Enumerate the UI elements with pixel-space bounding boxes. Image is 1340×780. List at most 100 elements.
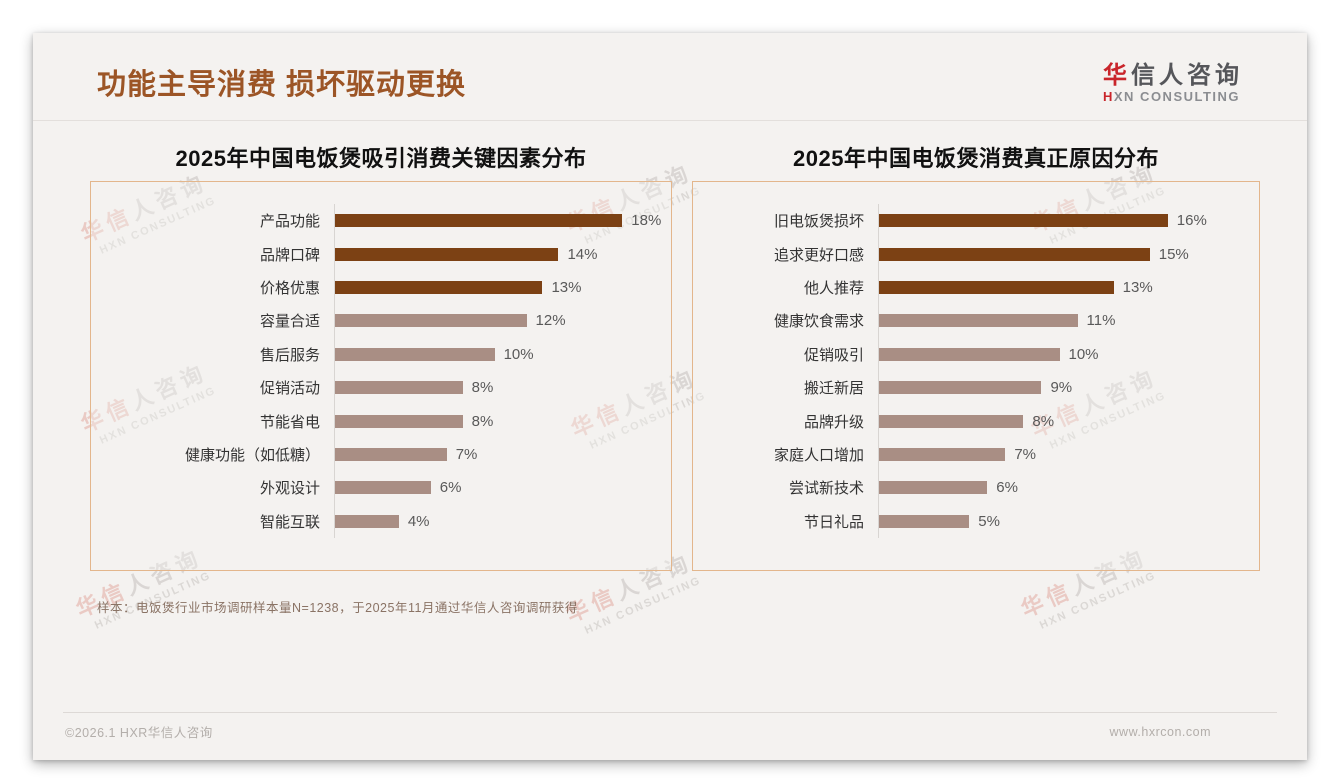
bar-row: 他人推荐 13% xyxy=(693,270,1259,305)
chart-right: 2025年中国电饭煲消费真正原因分布 旧电饭煲损坏 16% 追求更好口感 15% 他人推… xyxy=(692,143,1260,571)
bar-track: 13% xyxy=(878,270,1259,305)
brand-logo-english: HXN CONSULTING xyxy=(1103,89,1243,104)
brand-logo-chinese: 华信人咨询 xyxy=(1103,63,1243,88)
bar-row: 搬迁新居 9% xyxy=(693,370,1259,405)
bar-track: 12% xyxy=(334,304,671,338)
bar-label: 价格优惠 xyxy=(259,279,320,297)
logo-accent-char: 华 xyxy=(1103,62,1131,89)
bar-chart-right: 旧电饭煲损坏 16% 追求更好口感 15% 他人推荐 13% 健康饮食需求 11% 促销吸引 10… xyxy=(692,181,1260,571)
bar-label: 智能互联 xyxy=(259,513,320,531)
bar-row: 促销活动 8% xyxy=(91,370,671,405)
bar-label: 节能省电 xyxy=(259,413,320,431)
chart-title-left: 2025年中国电饭煲吸引消费关键因素分布 xyxy=(175,146,587,171)
bar xyxy=(879,381,1042,395)
bar-row: 旧电饭煲损坏 16% xyxy=(693,204,1259,238)
logo-accent-letter: H xyxy=(1103,89,1114,105)
bar-row: 品牌升级 8% xyxy=(693,404,1259,438)
bar-value: 18% xyxy=(631,212,662,230)
bar-track: 8% xyxy=(878,404,1259,438)
bar-row: 节能省电 8% xyxy=(91,404,671,438)
bar xyxy=(335,347,495,361)
page-title: 功能主导消费 损坏驱动更换 xyxy=(97,69,467,101)
chart-left: 2025年中国电饭煲吸引消费关键因素分布 产品功能 18% 品牌口碑 14% 价格优惠 1… xyxy=(90,143,672,571)
logo-rest-letters: XN CONSULTING xyxy=(1113,89,1241,105)
bar-row: 外观设计 6% xyxy=(91,471,671,505)
bar-label: 品牌升级 xyxy=(803,413,864,431)
bar-label: 追求更好口感 xyxy=(773,246,864,264)
bar-value: 4% xyxy=(407,512,430,530)
bar-track: 11% xyxy=(878,304,1259,338)
bar-value: 8% xyxy=(471,379,494,397)
website-url: www.hxrcon.com xyxy=(1109,724,1211,739)
bar-value: 7% xyxy=(1014,445,1037,463)
bar xyxy=(879,414,1024,428)
bar-label: 家庭人口增加 xyxy=(773,446,864,464)
bar-value: 5% xyxy=(978,512,1000,530)
chart-title-right: 2025年中国电饭煲消费真正原因分布 xyxy=(793,146,1159,171)
bar-track: 5% xyxy=(878,504,1259,538)
bar-track: 16% xyxy=(878,204,1259,238)
bar-value: 8% xyxy=(471,412,494,430)
bar-label: 容量合适 xyxy=(259,313,320,331)
bar-value: 14% xyxy=(567,245,598,263)
bar-label: 促销吸引 xyxy=(803,346,864,364)
bar-value: 11% xyxy=(1086,312,1116,330)
bar-row: 促销吸引 10% xyxy=(693,337,1259,371)
bar xyxy=(335,381,463,395)
footer: ©2026.1 HXR华信人咨询 www.hxrcon.com xyxy=(63,712,1277,760)
charts-row: 2025年中国电饭煲吸引消费关键因素分布 产品功能 18% 品牌口碑 14% 价格优惠 1… xyxy=(33,143,1307,571)
bar-track: 7% xyxy=(334,437,671,472)
bar-label: 健康功能（如低糖） xyxy=(184,446,320,464)
copyright-text: ©2026.1 HXR华信人咨询 xyxy=(65,726,213,740)
bar-value: 10% xyxy=(1068,345,1099,363)
bar-track: 4% xyxy=(334,504,671,538)
bar-label: 产品功能 xyxy=(259,213,320,231)
bar-value: 10% xyxy=(503,345,534,363)
bar-row: 节日礼品 5% xyxy=(693,504,1259,538)
bar xyxy=(879,347,1060,361)
bar-row: 智能互联 4% xyxy=(91,504,671,538)
bar-label: 尝试新技术 xyxy=(788,480,864,498)
bar-label: 促销活动 xyxy=(259,380,320,398)
bar-track: 13% xyxy=(334,270,671,305)
bar xyxy=(335,481,431,495)
bar-chart-left: 产品功能 18% 品牌口碑 14% 价格优惠 13% 容量合适 12% 售后服务 10% 促销活动 8… xyxy=(90,181,672,571)
bar-row: 价格优惠 13% xyxy=(91,270,671,305)
bar-label: 旧电饭煲损坏 xyxy=(773,213,864,231)
bar-row: 健康饮食需求 11% xyxy=(693,304,1259,338)
sample-note: 样本：电饭煲行业市场调研样本量N=1238，于2025年11月通过华信人咨询调研… xyxy=(97,601,578,615)
bar-row: 容量合适 12% xyxy=(91,304,671,338)
bar-label: 健康饮食需求 xyxy=(773,313,864,331)
bar xyxy=(335,514,399,528)
bar-track: 8% xyxy=(334,370,671,405)
bar-label: 他人推荐 xyxy=(803,279,864,297)
bar-label: 搬迁新居 xyxy=(803,380,864,398)
header: 功能主导消费 损坏驱动更换 华信人咨询 HXN CONSULTING xyxy=(33,33,1307,121)
bar-value: 13% xyxy=(1122,278,1153,296)
bar-value: 13% xyxy=(551,278,582,296)
bar-row: 健康功能（如低糖） 7% xyxy=(91,437,671,472)
bar-row: 品牌口碑 14% xyxy=(91,237,671,271)
bar xyxy=(335,247,559,261)
bar xyxy=(335,447,447,461)
bar xyxy=(335,214,623,228)
bar xyxy=(879,514,970,528)
bar-value: 9% xyxy=(1050,379,1073,397)
bar-label: 外观设计 xyxy=(259,480,320,498)
bar-row: 尝试新技术 6% xyxy=(693,471,1259,505)
bar-track: 10% xyxy=(334,337,671,371)
bar xyxy=(879,447,1006,461)
bar-track: 6% xyxy=(334,471,671,505)
bar-track: 10% xyxy=(878,337,1259,371)
bar-value: 7% xyxy=(455,445,478,463)
bar-label: 节日礼品 xyxy=(803,513,864,531)
bar-track: 6% xyxy=(878,471,1259,505)
bar-track: 8% xyxy=(334,404,671,438)
brand-logo: 华信人咨询 HXN CONSULTING xyxy=(1103,63,1243,104)
bar-track: 15% xyxy=(878,237,1259,271)
bar-row: 追求更好口感 15% xyxy=(693,237,1259,271)
bar xyxy=(879,314,1078,328)
bar-value: 6% xyxy=(439,479,462,497)
bar-track: 7% xyxy=(878,437,1259,472)
